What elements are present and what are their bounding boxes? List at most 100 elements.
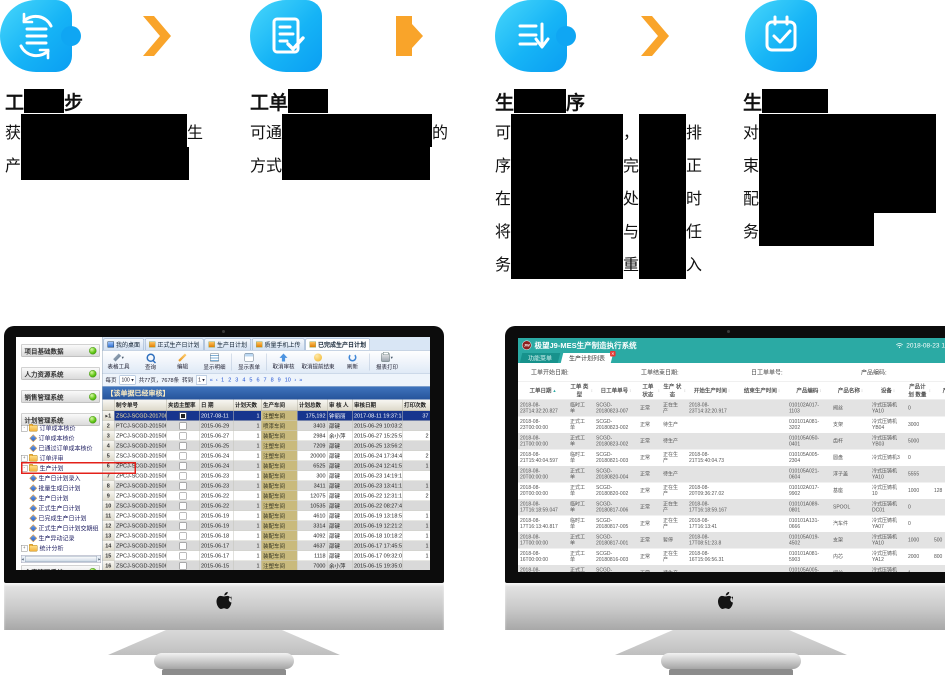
- tree-item[interactable]: 正式生产日计划: [21, 503, 101, 513]
- row-checkbox[interactable]: [179, 462, 187, 470]
- sort-icon[interactable]: ↕: [657, 388, 660, 393]
- close-tab-icon[interactable]: ✕: [610, 351, 616, 357]
- column-header[interactable]: 设备 ↕: [870, 382, 906, 400]
- row-checkbox[interactable]: [179, 502, 187, 510]
- column-header[interactable]: 工单 状态 ↕: [638, 382, 661, 400]
- tree-item[interactable]: 已通过订单成本核价: [21, 443, 101, 453]
- toolbar-button-显示明细[interactable]: 显示明细: [199, 352, 231, 373]
- table-row[interactable]: 2018-08- 20T00:00:00 正式工 单 SCGD- 20180820-…: [518, 482, 945, 499]
- table-row[interactable]: 6ZPCJ-SCGD-20150624012015-06-241装配车间6525…: [102, 461, 430, 471]
- table-row[interactable]: 8ZPCJ-SCGD-20150623022015-06-231装配车间3411…: [102, 481, 430, 491]
- page-number[interactable]: 10: [284, 377, 291, 383]
- page-number[interactable]: 7: [263, 377, 267, 383]
- tab-生产日计划[interactable]: 生产日计划: [204, 338, 252, 350]
- per-page-select[interactable]: 100 ▾: [119, 375, 136, 385]
- row-checkbox[interactable]: [179, 412, 187, 420]
- column-header[interactable]: 工单日期 ▲: [518, 382, 568, 400]
- tab-正式生产日计划[interactable]: 正式生产日计划: [145, 338, 204, 350]
- sort-icon[interactable]: ↕: [683, 388, 686, 393]
- column-header[interactable]: 夹齿主塑率: [167, 399, 200, 411]
- tree-item[interactable]: + 统计分析: [21, 543, 101, 553]
- column-header[interactable]: 日工单单号 ↕: [594, 382, 638, 400]
- page-number[interactable]: 1: [221, 377, 225, 383]
- row-checkbox[interactable]: [179, 522, 187, 530]
- tab-production-plan-list[interactable]: 生产计划列表 ✕: [560, 351, 616, 363]
- sidebar-panel[interactable]: 项目基础数据: [21, 344, 100, 357]
- goto-input[interactable]: 1 ▾: [196, 375, 207, 385]
- row-checkbox[interactable]: [179, 492, 187, 500]
- toolbar-button-取消审核[interactable]: 取消审核: [268, 352, 300, 373]
- sort-icon[interactable]: ▲: [552, 388, 557, 393]
- column-header[interactable]: 开始生产时间 ↕: [687, 382, 737, 400]
- table-row[interactable]: 15ZPCJ-SCGD-20150617012015-06-171装配车间111…: [102, 551, 430, 561]
- filter-field[interactable]: 工单开始日期:: [518, 368, 628, 377]
- row-checkbox[interactable]: [179, 542, 187, 550]
- row-checkbox[interactable]: [179, 532, 187, 540]
- sort-icon[interactable]: ↕: [860, 388, 864, 393]
- sort-icon[interactable]: ↕: [777, 388, 781, 393]
- filter-field[interactable]: 产品编码:: [848, 368, 945, 377]
- column-header[interactable]: 审核日期: [353, 399, 403, 411]
- filter-field[interactable]: 工单结束日期:: [628, 368, 738, 377]
- page-number[interactable]: 4: [242, 377, 246, 383]
- tree-item[interactable]: 批量生成日计划: [21, 483, 101, 493]
- expand-toggle-icon[interactable]: +: [21, 454, 28, 462]
- sidebar-panel[interactable]: 销售管理系统: [21, 390, 100, 403]
- page-number[interactable]: 2: [228, 377, 232, 383]
- sort-icon[interactable]: ↕: [892, 388, 896, 393]
- sidebar-panel-bottom[interactable]: 仓库管理系统: [21, 565, 100, 570]
- table-row[interactable]: 2018-08- 23T14:32:20.827 临时工 单 SCGD- 20180…: [518, 400, 945, 417]
- table-row[interactable]: 2018-08- 21T00:00:00 正式工 单 SCGD- 20180823-…: [518, 433, 945, 450]
- column-header[interactable]: 产品计划 数量 ↕: [906, 382, 932, 400]
- table-row[interactable]: 2018-08- 16T00:00:00 正式工 单 SCGD- 20180816-…: [518, 548, 945, 565]
- tree-item[interactable]: 生产日计划录入: [21, 473, 101, 483]
- row-checkbox[interactable]: [179, 432, 187, 440]
- row-checkbox[interactable]: [179, 442, 187, 450]
- row-checkbox[interactable]: [179, 422, 187, 430]
- toolbar-button-查询[interactable]: 查询: [135, 352, 167, 373]
- sidebar-panel[interactable]: 人力资源系统: [21, 367, 100, 380]
- row-checkbox[interactable]: [179, 552, 187, 560]
- toolbar-button-显示表单[interactable]: 显示表单: [233, 352, 265, 373]
- sort-icon[interactable]: ↕: [928, 388, 931, 393]
- page-number[interactable]: 5: [249, 377, 253, 383]
- row-checkbox[interactable]: [179, 482, 187, 490]
- next-page-button[interactable]: ›: [294, 377, 297, 383]
- column-header[interactable]: 结束生产时间 ↕: [737, 382, 787, 400]
- table-row[interactable]: 2018-08- 23T00:00:00 正式工 单 SCGD- 20180823-…: [518, 416, 945, 433]
- column-header[interactable]: 产↕: [932, 382, 945, 400]
- tree-item[interactable]: 正式生产日计划交期组: [21, 523, 101, 533]
- filter-field[interactable]: 日工单单号:: [738, 368, 848, 377]
- table-row[interactable]: 13ZPCJ-SCGD-20150618012015-06-181装配车间409…: [102, 531, 430, 541]
- expand-toggle-icon[interactable]: -: [21, 424, 28, 432]
- column-header[interactable]: 计划总数: [298, 399, 328, 411]
- sort-icon[interactable]: ↕: [629, 388, 632, 393]
- column-header[interactable]: 产品编码 ↕: [787, 382, 831, 400]
- toolbar-button-报表打印[interactable]: ▾ 报表打印: [371, 352, 403, 373]
- last-page-button[interactable]: »: [299, 377, 303, 383]
- row-checkbox[interactable]: [179, 472, 187, 480]
- row-checkbox[interactable]: [179, 562, 187, 570]
- sidebar-horizontal-scrollbar[interactable]: ◂ ▸: [21, 555, 101, 563]
- row-checkbox[interactable]: [179, 452, 187, 460]
- table-row[interactable]: 2018-08- 21T15:40:04.597 临时工 单 SCGD- 20180…: [518, 449, 945, 466]
- column-header[interactable]: 打印次数: [403, 400, 431, 411]
- tree-item[interactable]: 已完成生产日计划: [21, 513, 101, 523]
- toolbar-button-编辑[interactable]: 编辑: [167, 352, 199, 373]
- column-header[interactable]: 计划天数: [234, 399, 262, 411]
- tree-item[interactable]: - 订单成本核价: [21, 423, 101, 433]
- table-row[interactable]: 2018-08- 17T16:18:59.047 临时工 单 SCGD- 20180…: [518, 499, 945, 516]
- page-number[interactable]: 3: [235, 377, 239, 383]
- table-row[interactable]: 11ZPCJ-SCGD-20150619022015-06-191装配车间461…: [102, 511, 430, 521]
- table-row[interactable]: 2018-08- 17T16:13:40.817 临时工 单 SCGD- 20180…: [518, 515, 945, 532]
- toolbar-button-表格工具[interactable]: ▾ 表格工具: [103, 352, 135, 373]
- column-header[interactable]: 工单 类型 ↕: [568, 382, 594, 400]
